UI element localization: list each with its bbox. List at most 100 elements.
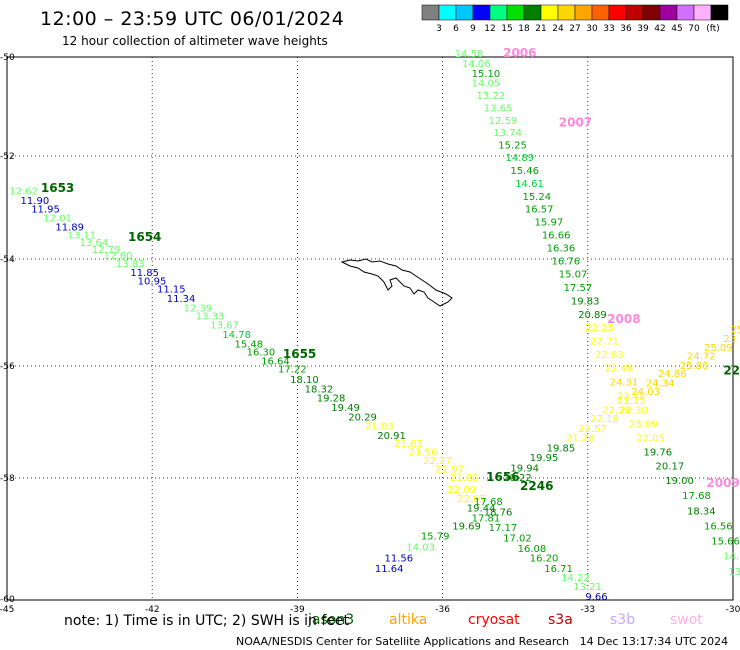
wave-height-value: 16.08 (518, 544, 547, 555)
wave-height-value: 14.58 (455, 49, 484, 60)
wave-height-value: 21.03 (365, 421, 394, 432)
pass-time-label: 2006 (503, 46, 536, 60)
wave-height-value: 15.97 (535, 218, 564, 229)
colorbar-tick: 21 (535, 24, 546, 34)
wave-height-value: 11.34 (167, 294, 196, 305)
colorbar-tick: 42 (654, 24, 665, 34)
colorbar-tick: 12 (484, 24, 495, 34)
wave-height-value: 17.17 (489, 523, 518, 534)
wave-height-value: 15.48 (234, 339, 263, 350)
wave-height-value: 13.21 (573, 582, 602, 593)
wave-height-value: 22.27 (423, 456, 452, 467)
colorbar-swatch (523, 4, 542, 21)
wave-height-value: 13.74 (493, 128, 522, 139)
island-outline (340, 258, 453, 307)
colorbar-swatch (608, 4, 627, 21)
wave-height-value: 24.72 (687, 352, 716, 363)
satellite-legend-cryosat: cryosat (468, 612, 520, 628)
wave-height-value: 22.07 (457, 494, 486, 505)
colorbar-swatch (625, 4, 644, 21)
wave-height-value: 21.97 (435, 464, 464, 475)
wave-height-value: 23.45 (617, 392, 646, 403)
pass-time-label: 2246 (520, 479, 553, 493)
wave-height-value: 20.17 (656, 462, 685, 473)
wave-height-value: 15.46 (510, 166, 539, 177)
wave-height-value: 15.07 (559, 270, 588, 281)
wave-height-value: 11.64 (375, 564, 404, 575)
wave-height-value: 22.48 (605, 364, 634, 375)
colorbar-tick: 6 (453, 24, 459, 34)
wave-height-value: 11.90 (21, 196, 50, 207)
satellite-legend-s3b: s3b (610, 612, 636, 628)
lat-tick-label: -54 (0, 255, 15, 265)
colorbar-tick: 3 (436, 24, 442, 34)
wave-height-value: 11.56 (385, 553, 414, 564)
colorbar-swatch (455, 4, 474, 21)
wave-height-value: 13.11 (68, 230, 97, 241)
wave-height-value: 20.22 (503, 473, 532, 484)
wave-height-value: 9.66 (585, 592, 607, 603)
lon-tick-label: -30 (726, 605, 740, 615)
wave-height-value: 14.05 (472, 79, 501, 90)
colorbar-unit: (ft) (706, 24, 720, 34)
wave-height-value: 14.03 (406, 543, 435, 554)
lat-tick-label: -56 (0, 362, 15, 372)
colorbar-tick: 15 (501, 24, 512, 34)
pass-time-label: 2008 (607, 312, 640, 326)
wave-height-value: 14.61 (515, 179, 544, 190)
timestamp: 14 Dec 13:17:34 UTC 2024 (579, 635, 729, 648)
wave-height-value: 16.36 (547, 243, 576, 254)
colorbar-tick: 24 (552, 24, 564, 34)
page-subtitle: 12 hour collection of altimeter wave hei… (62, 34, 328, 48)
satellite-legend-s3a: s3a (548, 612, 573, 628)
wave-height-value: 11.15 (157, 285, 186, 296)
altimeter-tracks: 12.6211.9011.9512.0111.8913.1113.6412.79… (9, 46, 740, 603)
wave-height-value: 11.89 (55, 223, 84, 234)
lat-tick-label: -58 (0, 474, 15, 484)
wave-height-value: 20.89 (578, 310, 607, 321)
wave-height-value: 19.85 (547, 444, 576, 455)
satellite-legend: jason3 altika cryosat s3a s3b swot (0, 612, 740, 634)
wave-height-value: 13.22 (476, 91, 505, 102)
footer-note: note: 1) Time is in UTC; 2) SWH is in fe… (64, 613, 350, 629)
pass-time-label: 1656 (486, 470, 519, 484)
colorbar-tick: 45 (671, 24, 682, 34)
colorbar-swatch (659, 4, 678, 21)
wave-height-value: 14.2 (723, 552, 740, 563)
wave-height-value: 18.32 (305, 384, 334, 395)
wave-height-value: 12.62 (9, 187, 38, 198)
wave-height-value: 22.18 (590, 414, 619, 425)
wave-height-value: 21.28 (566, 434, 595, 445)
wave-height-value: 22.25 (585, 323, 614, 334)
wave-height-value: 17.81 (472, 514, 501, 525)
wave-height-value: 22.38 (619, 406, 648, 417)
colorbar-swatch (489, 4, 508, 21)
colorbar-tick: 33 (603, 24, 614, 34)
wave-height-value: 16.66 (542, 230, 571, 241)
wave-height-value: 19.76 (643, 448, 672, 459)
wave-height-value: 23 (723, 334, 736, 345)
wave-height-value: 12.01 (43, 213, 72, 224)
wave-height-value: 22.71 (590, 337, 619, 348)
wave-height-value: 25.86 (680, 361, 709, 372)
wave-height-value: 25.09 (704, 343, 733, 354)
wave-height-value: 23.09 (629, 420, 658, 431)
colorbar-tick: 36 (620, 24, 632, 34)
pass-time-label: 1655 (283, 347, 316, 361)
wave-height-value: 13.64 (80, 238, 109, 249)
colorbar-swatch (506, 4, 525, 21)
colorbar-swatch (472, 4, 491, 21)
wave-height-value: 15.25 (498, 141, 527, 152)
wave-height-value: 14.89 (506, 153, 535, 164)
wave-height-value: 13.83 (116, 259, 145, 270)
credit-text: NOAA/NESDIS Center for Satellite Applica… (236, 635, 570, 648)
wave-height-value: 24.03 (631, 387, 660, 398)
wave-height-value: 19.44 (467, 503, 496, 514)
wave-height-value: 18.76 (484, 508, 513, 519)
wave-height-value: 19.00 (665, 476, 694, 487)
wave-height-value: 17.57 (564, 283, 593, 294)
map-grid (7, 57, 733, 600)
wave-height-value: 22.09 (447, 485, 476, 496)
wave-height-value: 16.71 (544, 564, 573, 575)
